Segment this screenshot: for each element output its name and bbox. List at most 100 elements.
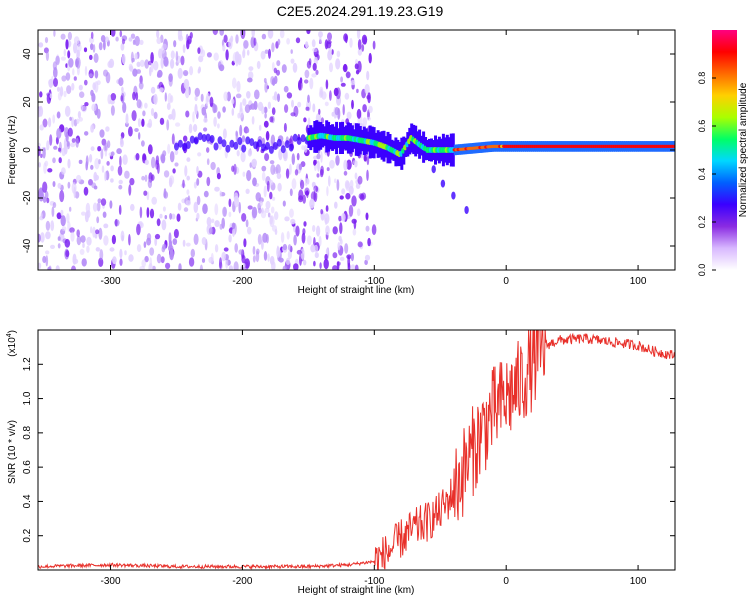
heatmap-cell xyxy=(178,263,182,270)
heatmap-cell xyxy=(261,33,267,40)
heatmap-cell xyxy=(149,208,155,219)
heatmap-cell xyxy=(150,108,155,116)
heatmap-cell xyxy=(92,82,96,91)
heatmap-cell xyxy=(320,165,324,176)
heatmap-cell xyxy=(286,38,290,45)
heatmap-cell xyxy=(185,141,191,149)
multiplier-exponent: 4 xyxy=(6,333,13,337)
heatmap-cell xyxy=(267,30,274,39)
heatmap-cell xyxy=(336,179,340,191)
heatmap-cell xyxy=(144,159,149,165)
heatmap-cell xyxy=(134,35,140,47)
heatmap-cell xyxy=(324,253,328,261)
heatmap-cell xyxy=(71,138,76,143)
heatmap-cell xyxy=(285,168,290,179)
heatmap-cell xyxy=(143,190,148,196)
heatmap-cell xyxy=(57,236,61,241)
spectrogram-y-axis-label: Frequency (Hz) xyxy=(7,116,18,185)
heatmap-cell xyxy=(228,265,233,270)
heatmap-cell xyxy=(351,218,357,224)
heatmap-cell xyxy=(304,79,309,84)
heatmap-cell xyxy=(106,161,110,166)
heatmap-cell xyxy=(261,239,264,250)
heatmap-cell xyxy=(298,189,304,201)
heatmap-cell xyxy=(114,218,118,227)
heatmap-cell xyxy=(238,201,241,214)
heatmap-cell xyxy=(174,149,179,156)
heatmap-cell xyxy=(319,262,322,269)
heatmap-cell xyxy=(42,181,48,193)
heatmap-cell xyxy=(50,220,55,232)
heatmap-cell xyxy=(300,134,306,143)
heatmap-cell xyxy=(56,127,62,139)
heatmap-cell xyxy=(151,174,155,181)
heatmap-cell xyxy=(348,204,354,217)
heatmap-cell xyxy=(156,253,162,264)
colorbar-tick-label: 0.4 xyxy=(697,168,707,181)
heatmap-cell xyxy=(75,58,80,66)
heatmap-cell xyxy=(135,153,140,161)
heatmap-cell xyxy=(271,62,275,71)
heatmap-cell xyxy=(67,127,73,137)
heatmap-cell xyxy=(139,39,144,46)
heatmap-cell xyxy=(211,218,215,223)
heatmap-cell xyxy=(263,106,268,114)
heatmap-cell xyxy=(48,265,52,270)
heatmap-cell xyxy=(234,195,239,208)
heatmap-cell xyxy=(356,88,359,94)
heatmap-cell xyxy=(73,42,78,54)
heatmap-cell xyxy=(175,122,181,127)
heatmap-cell xyxy=(93,53,99,63)
heatmap-cell xyxy=(76,229,80,237)
heatmap-cell xyxy=(214,244,219,253)
heatmap-cell xyxy=(332,265,338,270)
heatmap-cell xyxy=(90,146,95,152)
heatmap-cell xyxy=(144,255,149,263)
heatmap-cell xyxy=(320,209,324,215)
heatmap-cell xyxy=(40,153,43,158)
heatmap-cell xyxy=(219,257,222,269)
heatmap-cell xyxy=(292,133,298,142)
heatmap-cell xyxy=(156,30,160,39)
heatmap-cell xyxy=(85,155,89,167)
heatmap-cell xyxy=(315,69,319,75)
heatmap-cell xyxy=(334,107,340,116)
heatmap-cell xyxy=(293,234,297,246)
heatmap-cell xyxy=(340,82,346,87)
heatmap-cell xyxy=(291,99,294,108)
heatmap-cell xyxy=(110,93,117,101)
heatmap-cell xyxy=(150,52,154,64)
heatmap-cell xyxy=(351,99,354,110)
heatmap-cell xyxy=(45,50,50,61)
heatmap-cell xyxy=(135,92,139,101)
y-tick-label: -20 xyxy=(22,190,33,205)
heatmap-cell xyxy=(39,124,44,131)
heatmap-cell xyxy=(186,175,190,181)
heatmap-cell xyxy=(303,117,307,123)
heatmap-cell xyxy=(354,172,358,180)
heatmap-cell xyxy=(146,207,150,218)
heatmap-cell xyxy=(86,210,91,218)
heatmap-cell xyxy=(354,264,359,270)
heatmap-cell xyxy=(329,62,333,73)
heatmap-cell xyxy=(121,86,124,93)
heatmap-cell xyxy=(177,139,183,148)
heatmap-cell xyxy=(297,101,302,108)
heatmap-cell xyxy=(160,57,164,69)
heatmap-cell xyxy=(323,258,329,270)
heatmap-cell xyxy=(293,263,299,270)
heatmap-cell xyxy=(292,62,298,73)
heatmap-cell xyxy=(282,265,288,270)
heatmap-cell xyxy=(176,213,181,222)
heatmap-cell xyxy=(276,69,280,76)
heatmap-cell xyxy=(97,146,102,152)
heatmap-cell xyxy=(314,252,319,259)
heatmap-cell xyxy=(71,116,74,128)
heatmap-cell xyxy=(144,59,149,69)
heatmap-cell xyxy=(92,202,98,212)
heatmap-cell xyxy=(170,50,175,60)
heatmap-cell xyxy=(294,169,299,176)
heatmap-cell xyxy=(94,174,100,181)
heatmap-cell xyxy=(66,85,72,95)
heatmap-cell xyxy=(252,255,256,263)
